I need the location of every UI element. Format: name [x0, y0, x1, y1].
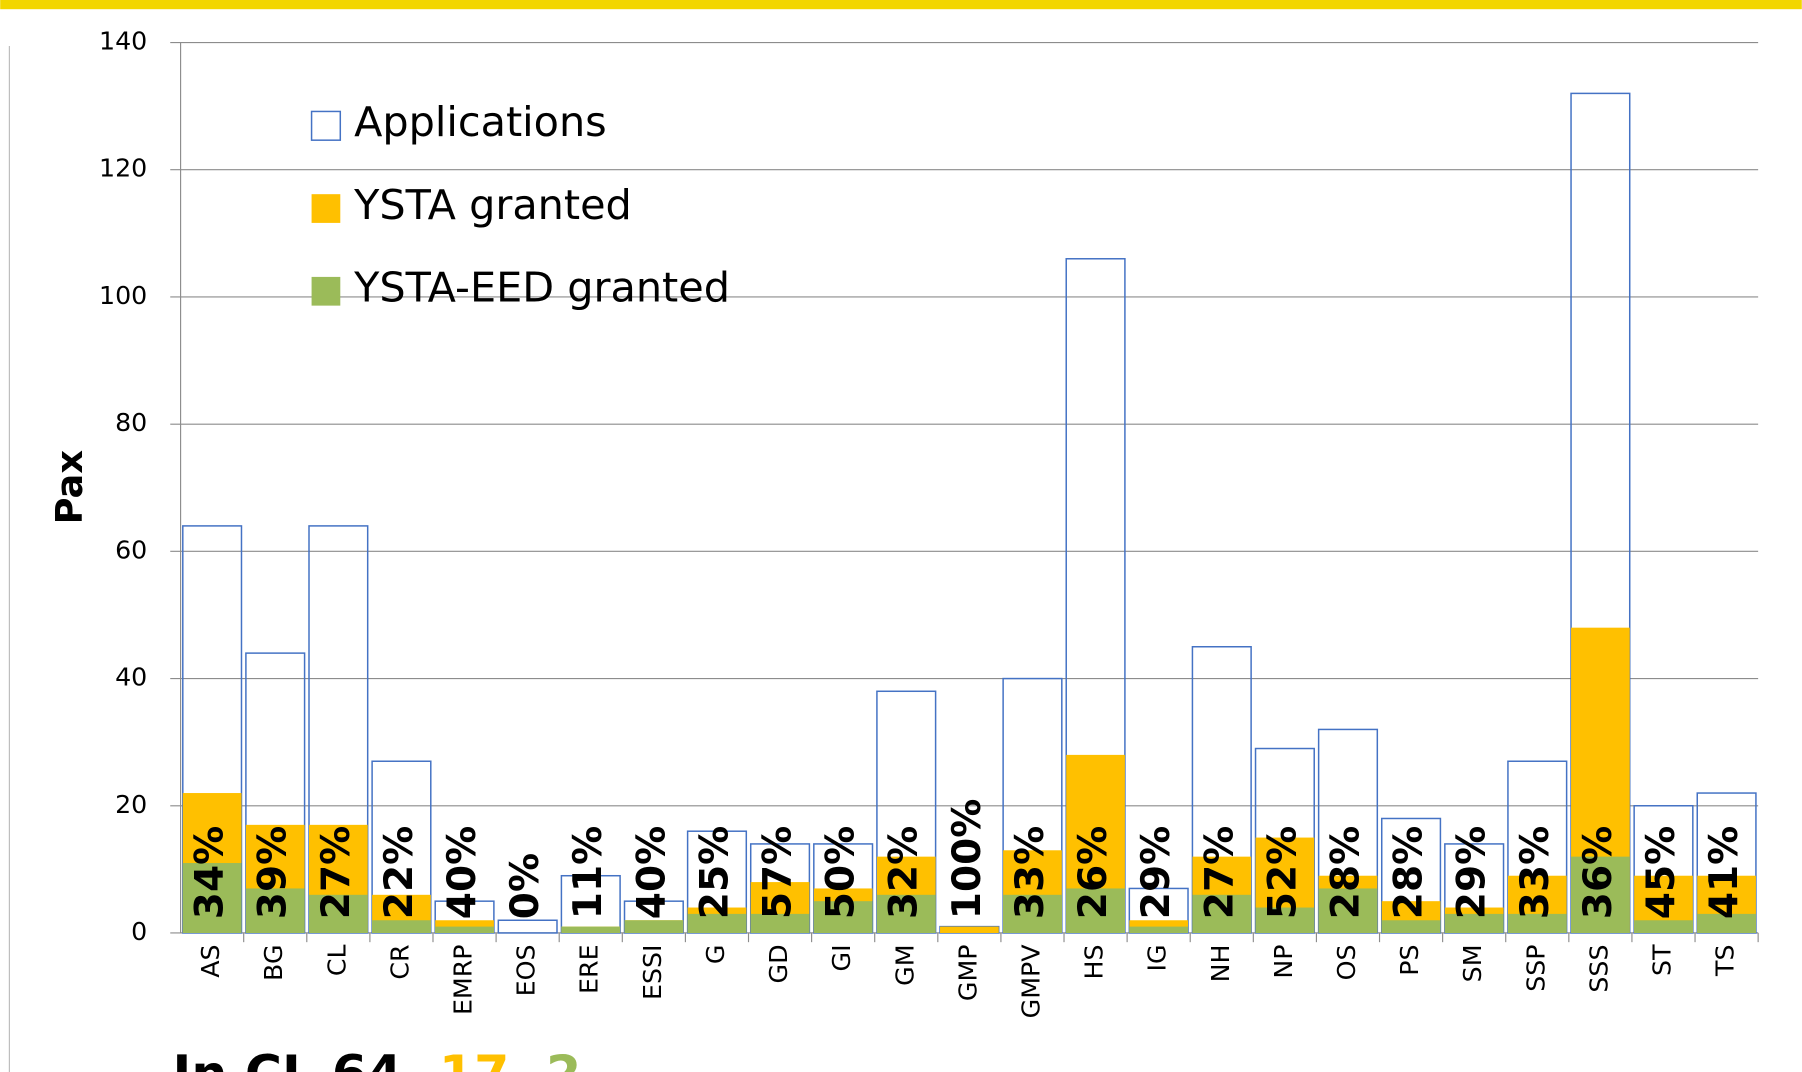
ratio-label: 11% [566, 826, 611, 919]
bar [182, 863, 242, 933]
ratio-label: 27% [1197, 826, 1242, 919]
ratio-label: 40% [440, 826, 485, 919]
bar [1507, 913, 1567, 933]
bar [813, 901, 873, 933]
y-tick-label: 60 [115, 535, 147, 564]
legend-label: YSTA-EED granted [353, 264, 730, 312]
bar [1634, 920, 1693, 933]
y-tick-label: 120 [99, 154, 147, 183]
x-tick-label: TS [1711, 944, 1740, 976]
x-tick-label: HS [1080, 944, 1109, 979]
ratio-label: 29% [1450, 826, 1495, 919]
y-tick-label: 100 [99, 281, 147, 310]
y-axis-label: Pax [48, 450, 91, 525]
bar [372, 920, 431, 933]
bar [1191, 646, 1252, 934]
header-band [0, 0, 1802, 10]
x-tick-label: GMPV [1016, 944, 1045, 1019]
bar [1003, 894, 1062, 933]
bar [687, 913, 747, 933]
y-tick-label: 80 [115, 408, 147, 437]
footer-part: 2 [546, 1045, 581, 1072]
x-tick-label: NP [1269, 944, 1298, 978]
bar [876, 690, 937, 934]
legend-label: Applications [354, 98, 607, 146]
x-tick-label: BG [259, 944, 288, 980]
x-tick-label: OS [1332, 944, 1361, 980]
footer-part: In CL 64, [173, 1045, 439, 1072]
bar [497, 919, 558, 934]
ratio-label: 33% [1008, 826, 1053, 919]
bar [1255, 907, 1315, 933]
bar [624, 920, 684, 933]
y-tick-label: 140 [99, 27, 147, 56]
legend-swatch [310, 110, 342, 141]
x-tick-label: EMRP [449, 944, 478, 1015]
bar [1571, 856, 1630, 933]
x-tick-label: EOS [512, 944, 541, 996]
legend-swatch [311, 276, 341, 306]
bar [435, 926, 494, 933]
ratio-label: 29% [1134, 826, 1179, 919]
x-tick-label: ST [1647, 944, 1676, 976]
bar [1129, 926, 1189, 933]
ratio-label: 52% [1260, 826, 1305, 919]
bar [1192, 894, 1252, 933]
ratio-label: 27% [314, 826, 359, 919]
ratio-label: 40% [629, 826, 674, 919]
x-tick-label: SSP [1521, 944, 1550, 991]
legend-label: YSTA granted [353, 181, 632, 229]
ratio-label: 32% [882, 826, 927, 919]
bar [750, 913, 810, 933]
x-tick-label: ESSI [638, 944, 667, 1000]
bar [561, 926, 621, 933]
bar [1318, 888, 1378, 933]
footer-part: 17, [439, 1045, 546, 1072]
ratio-label: 41% [1702, 826, 1747, 919]
bar [309, 894, 368, 933]
bar [876, 894, 936, 933]
x-tick-label: PS [1395, 944, 1424, 975]
x-tick-label: AS [196, 944, 225, 977]
x-tick-label: GI [827, 944, 856, 971]
ratio-label: 39% [251, 826, 296, 919]
ratio-label: 36% [1576, 826, 1621, 919]
y-tick-label: 40 [115, 663, 147, 692]
ratio-label: 33% [1513, 826, 1558, 919]
bar [1381, 920, 1441, 933]
y-tick-label: 0 [131, 917, 147, 946]
x-tick-label: IG [1143, 944, 1172, 971]
y-tick-label: 20 [115, 790, 147, 819]
ratio-label: 26% [1071, 826, 1116, 919]
bar [1444, 913, 1504, 933]
ratio-label: 34% [188, 826, 233, 919]
x-tick-label: GD [764, 944, 793, 983]
x-tick-label: SM [1458, 944, 1487, 982]
x-tick-label: GMP [953, 944, 982, 1001]
ratio-label: 25% [692, 826, 737, 919]
bar [1697, 913, 1756, 933]
bar [940, 926, 999, 933]
ratio-label: 45% [1639, 826, 1684, 919]
x-tick-label: CL [322, 944, 351, 976]
ratio-label: 0% [503, 853, 548, 919]
ratio-label: 28% [1387, 826, 1432, 919]
x-tick-label: ERE [575, 944, 604, 993]
bar [245, 888, 305, 933]
x-tick-label: G [701, 944, 730, 964]
ratio-label: 100% [945, 799, 990, 920]
x-tick-label: CR [385, 944, 414, 979]
bar [1066, 888, 1125, 933]
ratio-label: 28% [1323, 826, 1368, 919]
ratio-label: 22% [377, 826, 422, 919]
x-tick-label: GM [890, 944, 919, 985]
ratio-label: 57% [756, 826, 801, 919]
x-tick-label: NH [1206, 944, 1235, 982]
legend-swatch [311, 194, 341, 223]
x-tick-label: SSS [1584, 944, 1613, 992]
footer: In CL 64, 17, 2 [173, 1045, 582, 1072]
ratio-label: 50% [819, 826, 864, 919]
